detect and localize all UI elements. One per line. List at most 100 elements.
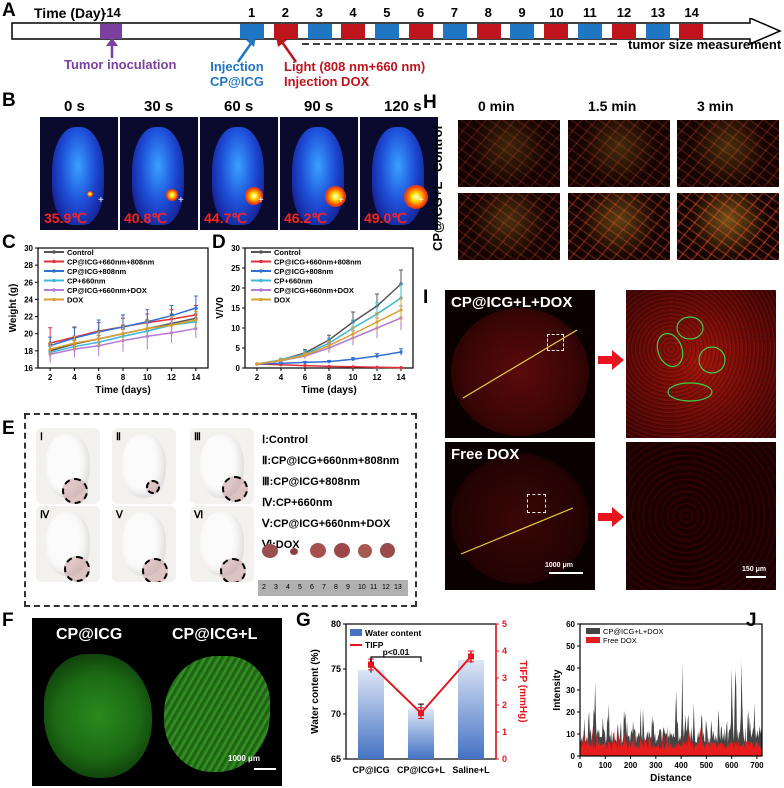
y-tick-label: 0 [571,752,576,761]
x-tick-label: 14 [397,373,406,382]
x-tick-label: 10 [143,373,152,382]
timeline-day-label: 12 [616,5,632,20]
timeline-day-label: 9 [518,5,526,20]
legend-label: CP@ICG+808nm [274,267,334,276]
y-tick-label: 26 [24,278,33,287]
timeline-day-label: 4 [349,5,357,20]
y-tick-label: 80 [331,619,341,629]
group-legend-item: Ⅴ:CP@ICG+660nm+DOX [262,518,391,530]
green-circles [656,316,726,402]
data-point [375,365,379,369]
x-axis-label: Distance [650,773,692,784]
thermal-image: +46.2℃ [280,117,358,230]
data-point [327,364,331,368]
thermal-temp: 40.8℃ [124,210,167,226]
ruler-tick: 5 [298,584,302,591]
y2-tick-label: 1 [502,727,507,737]
y-tick-label: 5 [236,344,241,353]
x-tick-label: 2 [48,373,53,382]
ruler-tick: 13 [394,584,402,591]
category-label: CP@ICG+L [397,765,446,775]
timeline-day-label: 3 [315,5,323,20]
timeline-cell-day [544,24,569,39]
timeline-cell-day [578,24,602,39]
x-tick-label: 0 [578,761,583,770]
series-DOX [48,310,198,356]
timeline-cell-inoculation [100,24,122,39]
y-axis-label: Water content (%) [310,649,321,734]
measurement-line [302,43,620,45]
legend-label: Free DOX [603,636,637,645]
y-tick-label: 70 [331,709,341,719]
x-tick-label: 700 [750,761,764,770]
data-point [169,323,174,327]
category-label: CP@ICG [352,765,389,775]
day-neg: -14 [102,5,121,20]
data-point [255,362,259,366]
ruler-tick: 6 [310,584,314,591]
data-point [97,337,101,341]
y-axis-label: Weight (g) [8,284,19,333]
i-scale2-label: 150 μm [742,566,767,573]
h-micro-image [677,120,779,187]
i-scale1-label: 1000 μm [545,562,574,569]
ruler-tick: 11 [370,584,378,591]
timeline-day-label: 10 [549,5,564,20]
timeline-cell-day [240,24,264,39]
data-point [303,360,307,364]
legend-label: CP@ICG+660nm+DOX [67,286,147,295]
significance-label: p<0.01 [383,647,410,657]
h-micro-image [458,120,560,187]
timeline-cell-day [510,24,535,39]
data-point [351,357,355,361]
ruler-tick: 3 [274,584,278,591]
light-label: Light (808 nm+660 nm) Injection DOX [284,59,425,89]
x-tick-label: 300 [649,761,663,770]
timeline-day-label: 11 [583,5,597,20]
data-point [327,344,331,348]
data-point [48,347,52,351]
mouse-photo: Ⅴ [112,506,176,582]
legend-swatch [586,628,600,634]
timeline-cell-day [375,24,400,39]
y2-tick-label: 3 [502,673,507,683]
x-tick-label: 12 [167,373,176,382]
mouse-photo: Ⅰ [36,428,100,504]
y-tick-label: 0 [236,364,241,373]
data-point [121,332,125,336]
ruler-tick: 10 [358,584,366,591]
f-tissue-left [44,654,152,778]
ruler-tick: 12 [382,584,390,591]
thermal-image: +44.7℃ [200,117,278,230]
x-tick-label: 200 [624,761,638,770]
i-top-label: CP@ICG+L+DOX [451,294,573,311]
y-tick-label: 30 [24,244,33,253]
legend-label: CP@ICG+808nm [67,267,127,276]
injection-line2: CP@ICG [210,74,264,89]
panel-label-i: I [423,287,429,308]
ruler-tick: 9 [346,584,350,591]
i-top-left-image: CP@ICG+L+DOX [445,290,595,438]
panel-label-e: E [2,418,15,439]
timeline-cell-day [307,24,332,39]
y2-axis-label: TIFP (mmHg) [517,660,528,722]
y2-tick-label: 2 [502,700,507,710]
series-area-cpicg [580,660,762,756]
timeline-cell-day [476,24,501,39]
ruler: 2 3 4 5 6 7 8 9 10 11 12 13 [258,580,408,596]
legend-label: CP@ICG+660nm+808nm [67,258,155,267]
y2-tick-label: 0 [502,754,507,764]
data-point [303,353,307,357]
data-point [97,344,101,348]
legend-label: CP@ICG+660nm+DOX [274,286,354,295]
tifp-point [368,661,374,668]
y-tick-label: 20 [231,284,240,293]
group-legend-item: Ⅱ:CP@ICG+660nm+808nm [262,455,400,467]
panel-label-b: B [2,90,16,111]
x-tick-label: 10 [349,373,358,382]
h-micro-image [568,120,670,187]
water-tifp-chart: 65 70 75 80 0 1 2 3 4 5 Water content (%) TIFP (mmH… [310,619,528,775]
injection-arrow [236,36,256,63]
h-time-label: 0 min [478,98,515,114]
i-bottom-right-zoom: 150 μm [626,442,776,590]
